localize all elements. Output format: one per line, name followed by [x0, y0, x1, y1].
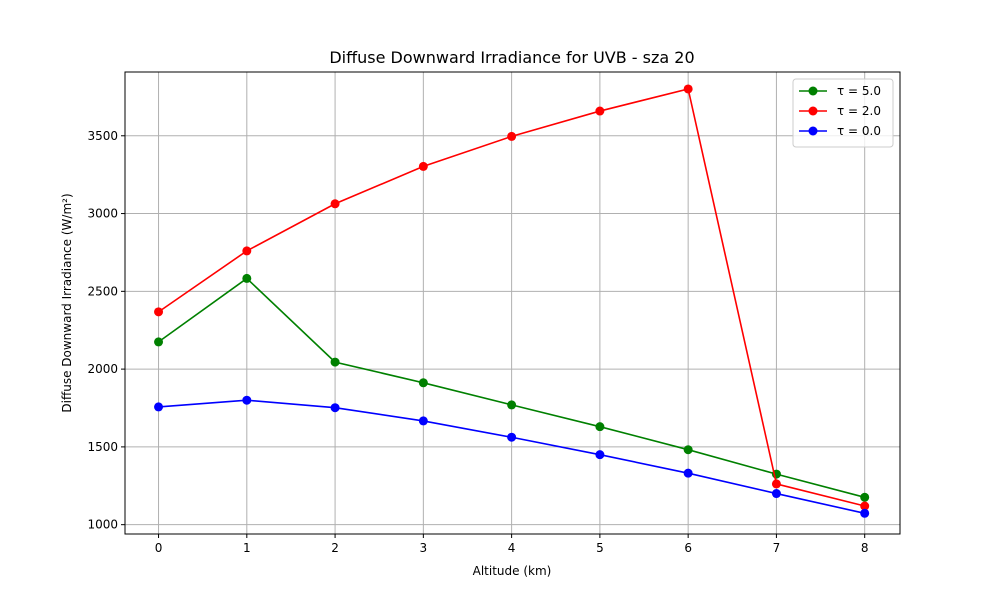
x-tick-label: 4: [508, 541, 516, 555]
data-point: [595, 106, 605, 116]
y-tick-label: 2000: [87, 362, 118, 376]
chart-title: Diffuse Downward Irradiance for UVB - sz…: [329, 48, 694, 67]
data-point: [683, 84, 693, 94]
legend-marker: [808, 86, 818, 96]
data-point: [330, 199, 340, 209]
data-point: [330, 403, 340, 413]
legend-item: τ = 2.0: [799, 104, 881, 118]
legend-box: [792, 78, 894, 148]
legend-label: τ = 5.0: [837, 84, 881, 98]
y-axis-label: Diffuse Downward Irradiance (W/m²): [60, 193, 74, 412]
data-point: [242, 395, 252, 405]
data-point: [507, 400, 517, 410]
x-tick-label: 2: [331, 541, 339, 555]
legend-marker: [808, 126, 818, 136]
y-tick-label: 1500: [87, 440, 118, 454]
series-1: [154, 84, 870, 511]
data-point: [418, 161, 428, 171]
data-point: [595, 450, 605, 460]
series-layer: [154, 84, 870, 518]
x-tick-label: 3: [420, 541, 428, 555]
legend-label: τ = 2.0: [837, 104, 881, 118]
data-point: [507, 432, 517, 442]
data-point: [330, 357, 340, 367]
legend-item: τ = 5.0: [799, 84, 881, 98]
y-tick-label: 3000: [87, 207, 118, 221]
legend-item: τ = 0.0: [799, 124, 881, 138]
data-point: [418, 378, 428, 388]
data-point: [860, 501, 870, 511]
x-axis-label: Altitude (km): [473, 564, 552, 578]
ticks: 0 1 2 3 4 5 6 7 8 1000 1500 2000 2500 3000 3500: [87, 129, 868, 555]
data-point: [771, 479, 781, 489]
x-tick-label: 7: [773, 541, 781, 555]
data-point: [771, 489, 781, 499]
data-point: [418, 416, 428, 426]
plot-frame: [124, 71, 901, 535]
series-2: [154, 395, 870, 518]
y-tick-label: 1000: [87, 518, 118, 532]
x-tick-label: 8: [861, 541, 869, 555]
series-0: [154, 273, 870, 502]
data-point: [683, 468, 693, 478]
x-tick-label: 0: [155, 541, 163, 555]
data-point: [242, 273, 252, 283]
data-point: [860, 492, 870, 502]
data-point: [860, 508, 870, 518]
legend-label: τ = 0.0: [837, 124, 881, 138]
x-tick-label: 1: [243, 541, 251, 555]
legend-marker: [808, 106, 818, 116]
data-point: [507, 131, 517, 141]
x-tick-label: 6: [684, 541, 692, 555]
data-point: [154, 337, 164, 347]
y-tick-label: 3500: [87, 129, 118, 143]
y-tick-label: 2500: [87, 284, 118, 298]
x-tick-label: 5: [596, 541, 604, 555]
data-point: [683, 445, 693, 455]
data-point: [154, 402, 164, 412]
data-point: [595, 422, 605, 432]
legend: τ = 5.0 τ = 2.0 τ = 0.0: [792, 78, 894, 148]
data-point: [154, 307, 164, 317]
data-point: [242, 246, 252, 256]
